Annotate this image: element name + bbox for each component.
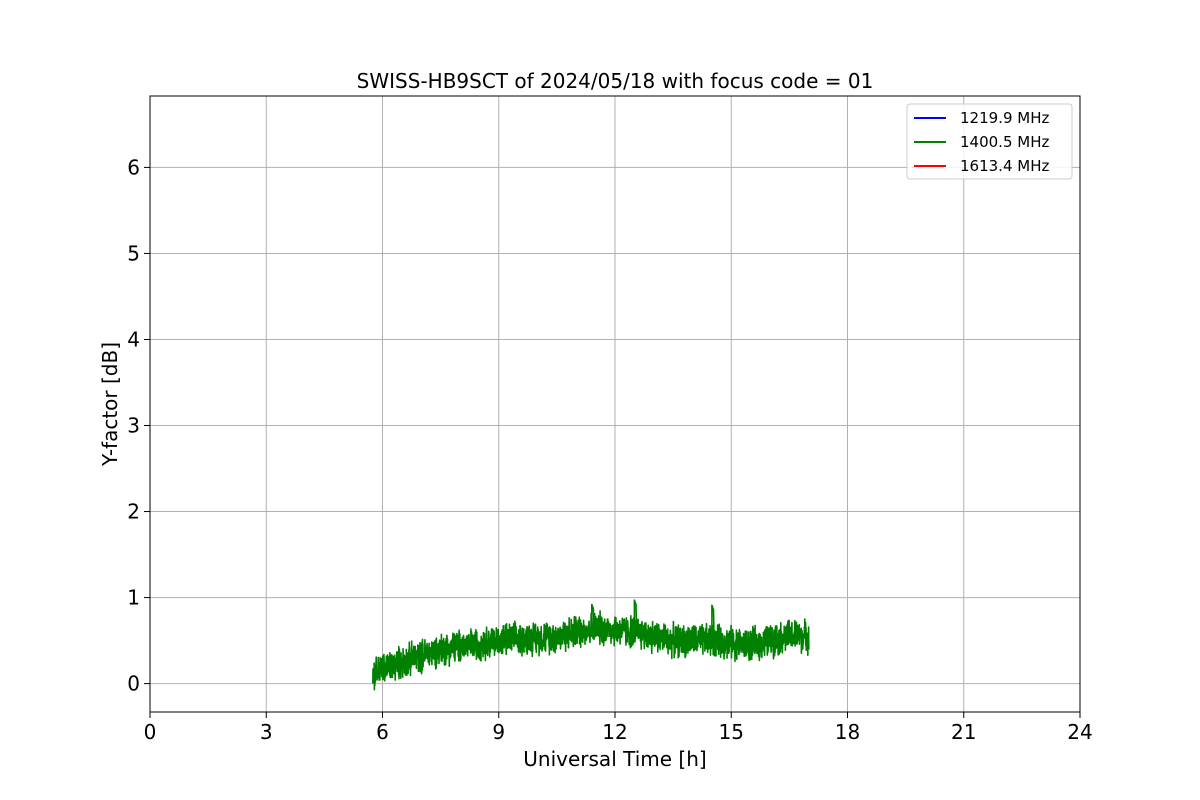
chart-title: SWISS-HB9SCT of 2024/05/18 with focus co… [357,69,874,93]
series-layer [372,599,810,691]
x-tick-label: 9 [492,720,505,744]
legend-label: 1400.5 MHz [960,133,1049,151]
y-tick-label: 4 [127,327,140,351]
x-tick-label: 21 [951,720,976,744]
legend-label: 1219.9 MHz [960,109,1049,127]
y-tick-label: 3 [127,414,140,438]
x-axis: 0 3 6 9 12 15 18 21 24 [144,712,1093,744]
y-axis-label: Y-factor [dB] [98,342,122,467]
y-tick-label: 5 [127,241,140,265]
y-tick-label: 0 [127,672,140,696]
x-tick-label: 18 [835,720,860,744]
x-tick-label: 12 [602,720,627,744]
x-axis-label: Universal Time [h] [523,747,706,771]
series-line [372,599,810,691]
legend: 1219.9 MHz 1400.5 MHz 1613.4 MHz [906,103,1073,180]
x-tick-label: 15 [719,720,744,744]
y-tick-label: 2 [127,500,140,524]
x-tick-label: 0 [144,720,157,744]
legend-label: 1613.4 MHz [960,157,1049,175]
y-axis: 0 1 2 3 4 5 6 [127,155,150,696]
x-tick-label: 6 [376,720,389,744]
x-tick-label: 24 [1067,720,1092,744]
series-1 [372,599,810,691]
legend-box [906,103,1073,180]
x-tick-label: 3 [260,720,273,744]
y-tick-label: 6 [127,155,140,179]
y-tick-label: 1 [127,586,140,610]
